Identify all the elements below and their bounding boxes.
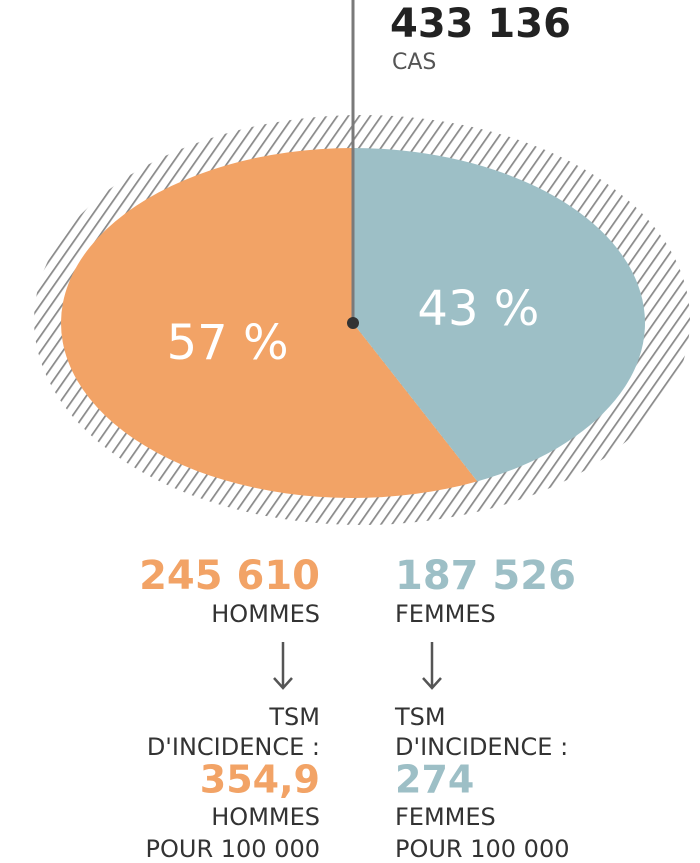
- rate-unit: POUR 100 000: [395, 835, 569, 863]
- slice-label: 57 %: [167, 315, 289, 371]
- rate-title: D'INCIDENCE :: [395, 733, 568, 761]
- total: 433 136: [390, 1, 571, 47]
- count-label: FEMMES: [395, 600, 496, 628]
- rate-unit: FEMMES: [395, 803, 496, 831]
- rate-unit: POUR 100 000: [146, 835, 320, 863]
- center-dot: [347, 317, 359, 329]
- total-label: CAS: [392, 50, 436, 75]
- pie-slice: [60, 148, 478, 499]
- arrow: [422, 642, 442, 690]
- rate: 274: [395, 758, 474, 802]
- count: 187 526: [395, 553, 576, 599]
- pie: 57 % 43 %: [60, 148, 645, 499]
- rate-title: TSM: [394, 703, 446, 731]
- pie-slice: [353, 148, 645, 482]
- slice-label: 43 %: [417, 281, 539, 337]
- rate-unit: HOMMES: [211, 803, 320, 831]
- rate-title: TSM: [268, 703, 320, 731]
- count: 245 610: [139, 553, 320, 599]
- rate-title: D'INCIDENCE :: [147, 733, 320, 761]
- rate: 354,9: [200, 758, 320, 802]
- arrow: [273, 642, 293, 690]
- count-label: HOMMES: [211, 600, 320, 628]
